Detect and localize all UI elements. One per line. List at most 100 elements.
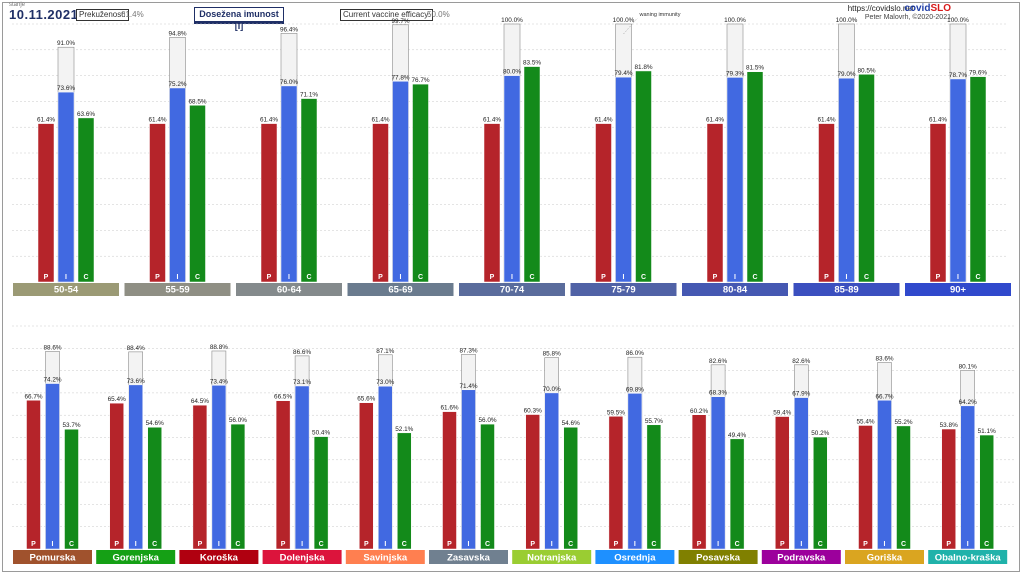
author-credit: Peter Malovrh, ©2020-2021 (864, 14, 951, 21)
bar-letter-label: C (975, 274, 980, 281)
bar-letter-label: C (752, 274, 757, 281)
category-label: 55-59 (165, 285, 189, 296)
category-label-bg (124, 283, 231, 296)
category-label: 80-84 (723, 285, 748, 296)
bar-value-label: 61.4% (706, 117, 724, 124)
bar-letter-label: I (800, 541, 802, 548)
bar-value-label: 49.4% (728, 432, 746, 439)
bar-c (230, 423, 246, 550)
bar-letter-label: I (218, 541, 220, 548)
waning-immunity-annotation: waning immunity (639, 12, 681, 18)
outline-value-label: 99.7% (391, 18, 409, 25)
bar-letter-label: P (281, 541, 286, 548)
bar-letter-label: P (946, 541, 951, 548)
bar-c (813, 436, 828, 550)
bar-letter-label: P (780, 541, 785, 548)
bar-letter-label: P (447, 541, 452, 548)
category-label: Osrednja (614, 553, 656, 564)
bar-letter-label: C (319, 541, 324, 548)
bar-letter-label: C (402, 541, 407, 548)
bar-letter-label: P (198, 541, 203, 548)
bar-letter-label: P (490, 274, 495, 281)
bar-value-label: 68.3% (709, 390, 727, 397)
site-url[interactable]: https://covidslo.net (847, 4, 914, 13)
bar-letter-label: I (135, 541, 137, 548)
bar-p (929, 123, 947, 283)
bar-c (896, 425, 911, 550)
bar-p (275, 400, 291, 550)
bar-letter-label: I (717, 541, 719, 548)
bar-value-label: 51.1% (978, 428, 996, 435)
bar-letter-label: C (152, 541, 157, 548)
bar-letter-label: P (378, 274, 383, 281)
bar-letter-label: C (735, 541, 740, 548)
bar-letter-label: C (568, 541, 573, 548)
bar-value-label: 55.2% (894, 419, 912, 426)
bar-p (706, 123, 724, 283)
category-label: 90+ (950, 285, 967, 296)
bar-i (503, 75, 521, 283)
bar-value-label: 63.6% (77, 111, 95, 118)
bar-value-label: 70.0% (543, 386, 561, 393)
bar-letter-label: P (614, 541, 619, 548)
category-label-bg (13, 283, 119, 296)
bar-letter-label: P (824, 274, 829, 281)
bar-i (710, 396, 726, 550)
bar-letter-label: C (641, 274, 646, 281)
category-label-bg (459, 283, 565, 296)
bar-letter-label: P (114, 541, 119, 548)
bar-letter-label: I (967, 541, 969, 548)
bar-value-label: 73.6% (127, 378, 145, 385)
category-label: Zasavska (447, 553, 491, 564)
category-label: Dolenjska (280, 553, 326, 564)
category-label: Posavska (696, 553, 741, 564)
bar-p (442, 411, 457, 550)
bar-i (726, 77, 744, 283)
date-prefix: stanje (9, 2, 26, 8)
bar-i (461, 389, 476, 550)
category-label: 50-54 (54, 285, 79, 296)
outline-value-label: 86.6% (293, 349, 311, 356)
bar-letter-label: I (511, 274, 513, 281)
bar-c (858, 74, 875, 283)
bar-p (260, 123, 278, 283)
bar-value-label: 61.4% (148, 117, 166, 124)
bar-letter-label: I (288, 274, 290, 281)
category-label-bg (345, 550, 425, 564)
bar-value-label: 74.2% (43, 377, 61, 384)
bar-value-label: 75.2% (168, 81, 186, 88)
outline-value-label: 100.0% (501, 17, 523, 24)
category-label-bg (761, 550, 841, 564)
bar-value-label: 76.0% (280, 79, 298, 86)
bar-value-label: 50.4% (312, 430, 330, 437)
bar-p (858, 425, 873, 550)
category-label-bg (928, 550, 1008, 564)
bar-i (794, 397, 809, 550)
bar-letter-label: C (235, 541, 240, 548)
bar-i (280, 85, 298, 283)
outline-value-label: 88.8% (210, 344, 228, 351)
bar-value-label: 64.5% (191, 398, 209, 405)
brand-part1: covid (904, 3, 931, 14)
category-label: Pomurska (30, 553, 77, 564)
bar-letter-label: C (195, 274, 200, 281)
bar-value-label: 52.1% (395, 426, 413, 433)
bar-value-label: 50.2% (811, 430, 829, 437)
bar-letter-label: I (884, 541, 886, 548)
bar-value-label: 69.8% (626, 386, 644, 393)
bar-p (818, 123, 835, 283)
bar-c (313, 436, 329, 550)
category-label-bg (347, 283, 454, 296)
category-label-bg (262, 550, 342, 564)
bar-i (211, 385, 227, 550)
bar-c (77, 117, 95, 283)
bar-i (949, 78, 967, 283)
efficacy-value: 50.0% (427, 10, 450, 19)
bar-letter-label: C (69, 541, 74, 548)
bar-letter-label: I (400, 274, 402, 281)
bar-letter-label: C (984, 541, 989, 548)
efficacy-label: Current vaccine efficacy: (340, 9, 434, 21)
category-label-bg (179, 550, 259, 564)
category-label-bg (793, 283, 900, 296)
bar-c (480, 423, 495, 550)
